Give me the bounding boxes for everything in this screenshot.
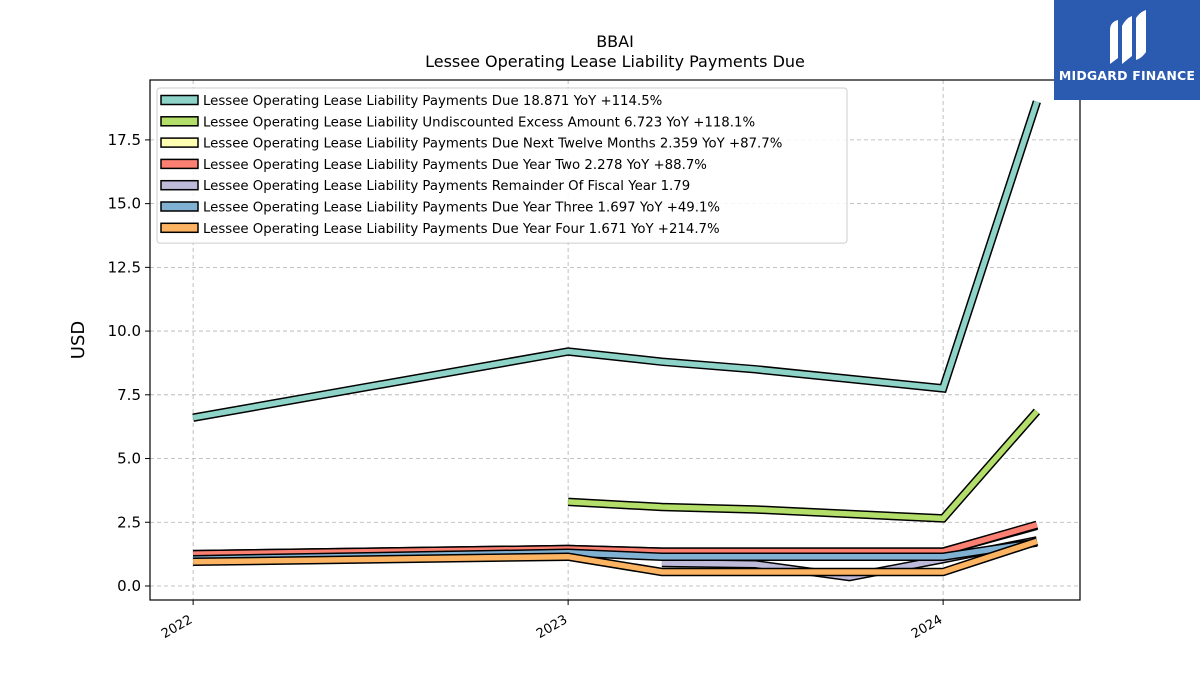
- x-tick-label: 2023: [534, 612, 570, 642]
- y-axis-label: USD: [68, 321, 89, 359]
- series-line-7: [193, 537, 1039, 577]
- legend-swatch: [160, 222, 199, 234]
- legend: [156, 87, 848, 244]
- y-tick-label: 5.0: [117, 450, 141, 468]
- chart-title: BBAI: [596, 32, 634, 51]
- legend-entry: Lessee Operating Lease Liability Payment…: [203, 94, 662, 109]
- x-tick-label: 2022: [159, 612, 195, 642]
- y-tick-label: 7.5: [117, 386, 141, 404]
- legend-swatch: [160, 158, 199, 170]
- y-tick-label: 12.5: [108, 258, 141, 276]
- y-tick-label: 2.5: [117, 513, 141, 531]
- legend-entry: Lessee Operating Lease Liability Payment…: [203, 137, 782, 152]
- y-tick-label: 10.0: [108, 322, 141, 340]
- logo-text: MIDGARD FINANCE: [1058, 68, 1196, 83]
- legend-swatch: [160, 201, 199, 212]
- x-tick-label: 2024: [909, 612, 945, 642]
- y-tick-label: 15.0: [108, 195, 141, 213]
- chart-subtitle: Lessee Operating Lease Liability Payment…: [425, 52, 805, 71]
- legend-entry: Lessee Operating Lease Liability Payment…: [203, 179, 690, 194]
- legend-entry: Lessee Operating Lease Liability Undisco…: [203, 115, 755, 130]
- legend-swatch: [160, 116, 199, 127]
- legend-entry: Lessee Operating Lease Liability Payment…: [203, 201, 720, 216]
- logo-mark-icon: [1110, 10, 1146, 64]
- legend-entry: Lessee Operating Lease Liability Payment…: [203, 222, 720, 237]
- y-tick-label: 17.5: [108, 131, 141, 149]
- series-line-4: [193, 520, 1039, 559]
- legend-entry: Lessee Operating Lease Liability Payment…: [203, 158, 707, 173]
- plot-frame: [149, 79, 1081, 601]
- y-tick-label: 0.0: [117, 577, 141, 595]
- legend-swatch: [160, 179, 199, 191]
- series-line-2: [567, 408, 1041, 523]
- legend-swatch: [160, 94, 199, 106]
- legend-swatch: [160, 137, 199, 148]
- series-line-1: [192, 100, 1041, 422]
- brand-logo: MIDGARD FINANCE: [1054, 0, 1200, 100]
